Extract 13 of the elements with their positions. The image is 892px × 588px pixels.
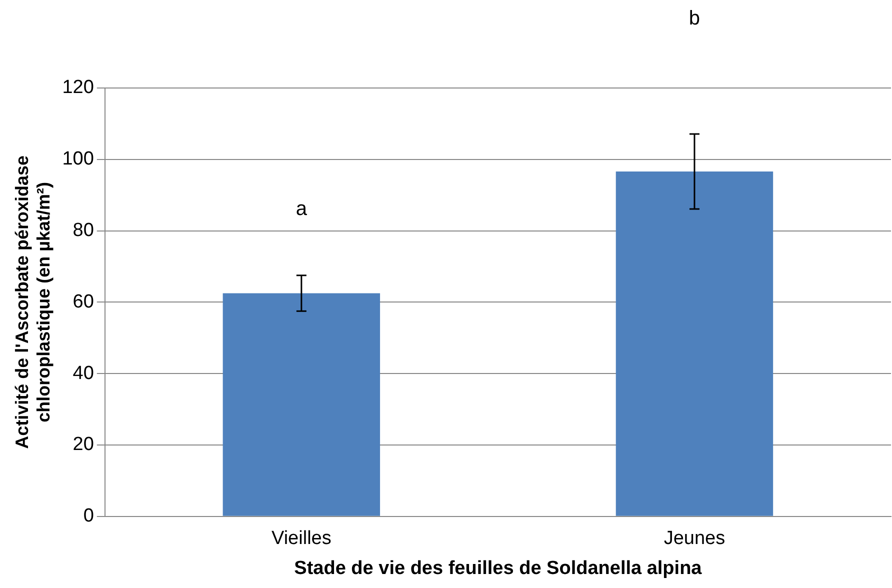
annotation: a <box>296 198 308 220</box>
y-axis-title: Activité de l'Ascorbate péroxidase chloroplastique (en µkat/m²) <box>12 156 54 449</box>
y-tick-label: 80 <box>72 220 94 242</box>
y-tick-label: 40 <box>72 362 94 384</box>
y-tick-label: 120 <box>62 77 94 98</box>
x-axis-title: Stade de vie des feuilles de Soldanella alpina <box>294 558 702 579</box>
x-tick-label: Jeunes <box>664 528 726 550</box>
y-tick-label: 0 <box>83 506 94 527</box>
y-tick-label: 20 <box>72 434 94 456</box>
y-tick-label: 60 <box>72 291 94 312</box>
y-tick-label: 100 <box>62 148 94 170</box>
text: b <box>688 8 700 30</box>
x-tick-label: Vieilles <box>271 528 332 550</box>
